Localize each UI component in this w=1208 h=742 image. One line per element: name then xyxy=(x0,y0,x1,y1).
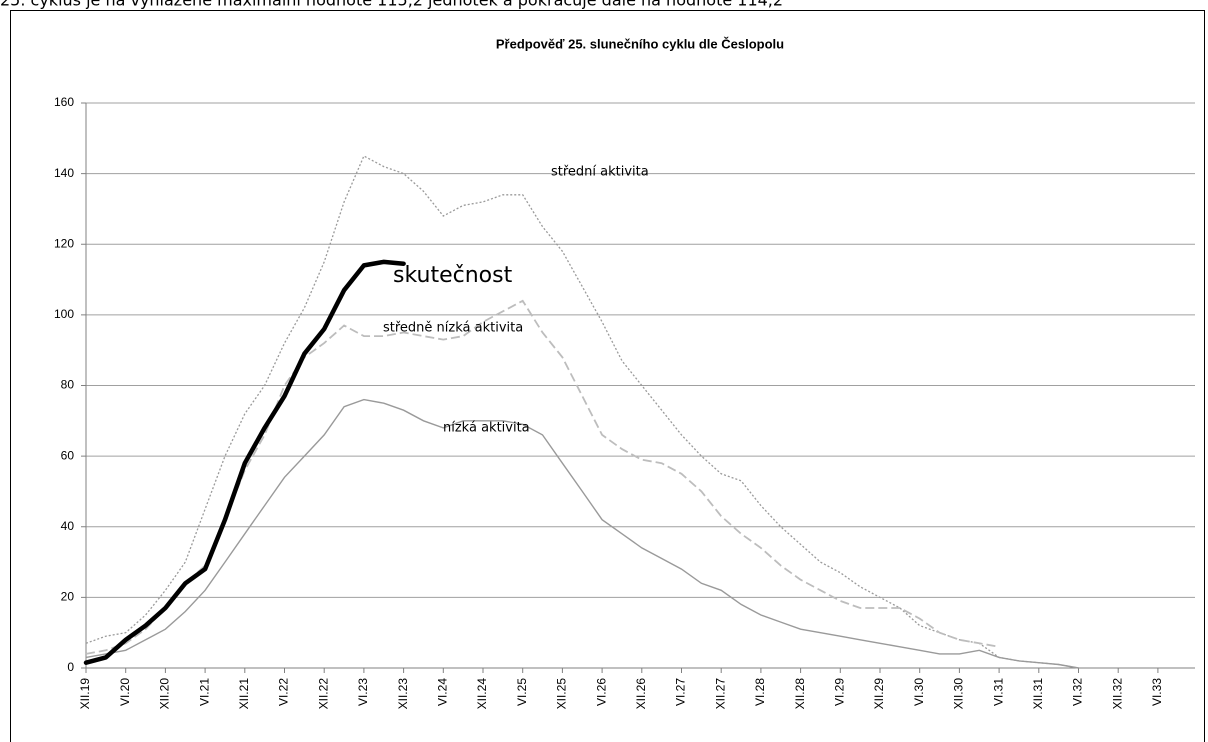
x-tick-label: VI.26 xyxy=(594,678,608,706)
y-tick-label: 40 xyxy=(61,519,75,533)
x-tick-label: VI.21 xyxy=(197,678,211,706)
x-tick-label: VI.24 xyxy=(435,678,449,706)
x-tick-label: XII.30 xyxy=(952,678,966,710)
series-line xyxy=(85,398,1079,669)
x-tick-label: VI.29 xyxy=(832,678,846,706)
x-tick-label: XII.27 xyxy=(713,678,727,710)
y-tick-label: 120 xyxy=(54,236,74,250)
x-tick-label: VI.32 xyxy=(1071,678,1085,706)
x-tick-label: XII.26 xyxy=(634,678,648,710)
x-tick-label: XII.32 xyxy=(1110,678,1124,710)
x-tick-label: VI.28 xyxy=(753,678,767,706)
x-tick-label: XII.31 xyxy=(1031,678,1045,710)
y-tick-label: 140 xyxy=(54,166,74,180)
x-tick-label: VI.33 xyxy=(1150,678,1164,706)
x-tick-label: XII.28 xyxy=(793,678,807,710)
y-tick-label: 60 xyxy=(61,448,75,462)
series-label: střední aktivita xyxy=(551,165,649,180)
series-label: skutečnost xyxy=(393,263,513,288)
x-tick-label: XII.25 xyxy=(555,678,569,710)
y-tick-label: 0 xyxy=(67,660,74,674)
series-line xyxy=(85,155,1079,669)
chart-title: Předpověď 25. slunečního cyklu dle Česlo… xyxy=(496,36,784,51)
x-tick-label: VI.23 xyxy=(356,678,370,706)
x-tick-label: VI.27 xyxy=(674,678,688,706)
y-tick-label: 20 xyxy=(61,590,75,604)
series-label: středně nízká aktivita xyxy=(383,321,523,336)
x-tick-label: XII.21 xyxy=(237,678,251,710)
x-tick-label: XII.19 xyxy=(78,678,92,710)
x-tick-label: XII.20 xyxy=(158,678,172,710)
chart-frame xyxy=(10,10,1205,742)
series-line xyxy=(83,259,406,665)
x-tick-label: XII.24 xyxy=(475,678,489,710)
x-tick-label: XII.29 xyxy=(872,678,886,710)
y-tick-label: 100 xyxy=(54,307,74,321)
x-tick-label: VI.20 xyxy=(118,678,132,706)
x-tick-label: XII.22 xyxy=(316,678,330,710)
series-label: nízká aktivita xyxy=(443,421,530,436)
x-tick-label: VI.25 xyxy=(515,678,529,706)
x-tick-label: VI.31 xyxy=(991,678,1005,706)
x-tick-label: XII.23 xyxy=(396,678,410,710)
x-tick-label: VI.30 xyxy=(912,678,926,706)
header-text: 25. cyklus je na vyhlazené maximální hod… xyxy=(0,0,783,10)
y-tick-label: 160 xyxy=(54,95,74,109)
x-tick-label: VI.22 xyxy=(277,678,291,706)
y-tick-label: 80 xyxy=(61,378,75,392)
